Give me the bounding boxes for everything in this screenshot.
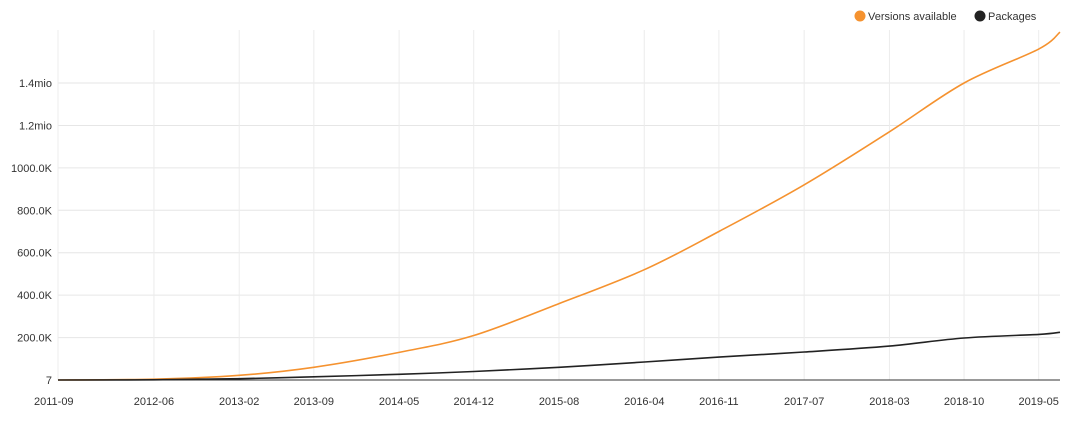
x-tick-label: 2016-11 <box>699 396 739 408</box>
series-line-packages <box>57 331 1061 381</box>
y-tick-label: 1.2mio <box>19 120 52 132</box>
x-tick-label: 2011-09 <box>34 396 74 408</box>
x-tick-label: 2018-10 <box>944 396 984 408</box>
y-tick-label: 200.0K <box>17 333 53 345</box>
x-tick-label: 2017-07 <box>784 396 824 408</box>
x-tick-label: 2015-08 <box>539 396 579 408</box>
series <box>57 31 1061 381</box>
x-tick-label: 2014-12 <box>454 396 494 408</box>
y-tick-label: 400.0K <box>17 290 53 302</box>
y-tick-label: 1.4mio <box>19 78 52 90</box>
legend-marker[interactable] <box>854 10 866 22</box>
axes: 7 200.0K 400.0K 600.0K 800.0K 1000.0K 1.2mio 1.… <box>11 78 1060 408</box>
legend-marker[interactable] <box>974 10 986 22</box>
y-tick-label: 600.0K <box>17 248 53 260</box>
y-tick-label: 1000.0K <box>11 163 53 175</box>
y-tick-label: 800.0K <box>17 205 53 217</box>
x-tick-label: 2012-06 <box>134 396 174 408</box>
series-line-versions-available <box>57 31 1061 381</box>
legend-label[interactable]: Packages <box>988 11 1037 23</box>
legend-label[interactable]: Versions available <box>868 11 957 23</box>
legend[interactable]: Versions available Packages <box>854 10 1037 24</box>
grid <box>57 30 1060 380</box>
x-tick-label: 2013-02 <box>219 396 259 408</box>
x-tick-label: 2016-04 <box>624 396 664 408</box>
x-tick-label: 2013-09 <box>294 396 334 408</box>
x-tick-label: 2018-03 <box>869 396 909 408</box>
x-tick-label: 2019-05 <box>1018 396 1058 408</box>
y-tick-label: 7 <box>46 375 52 387</box>
x-tick-label: 2014-05 <box>379 396 419 408</box>
